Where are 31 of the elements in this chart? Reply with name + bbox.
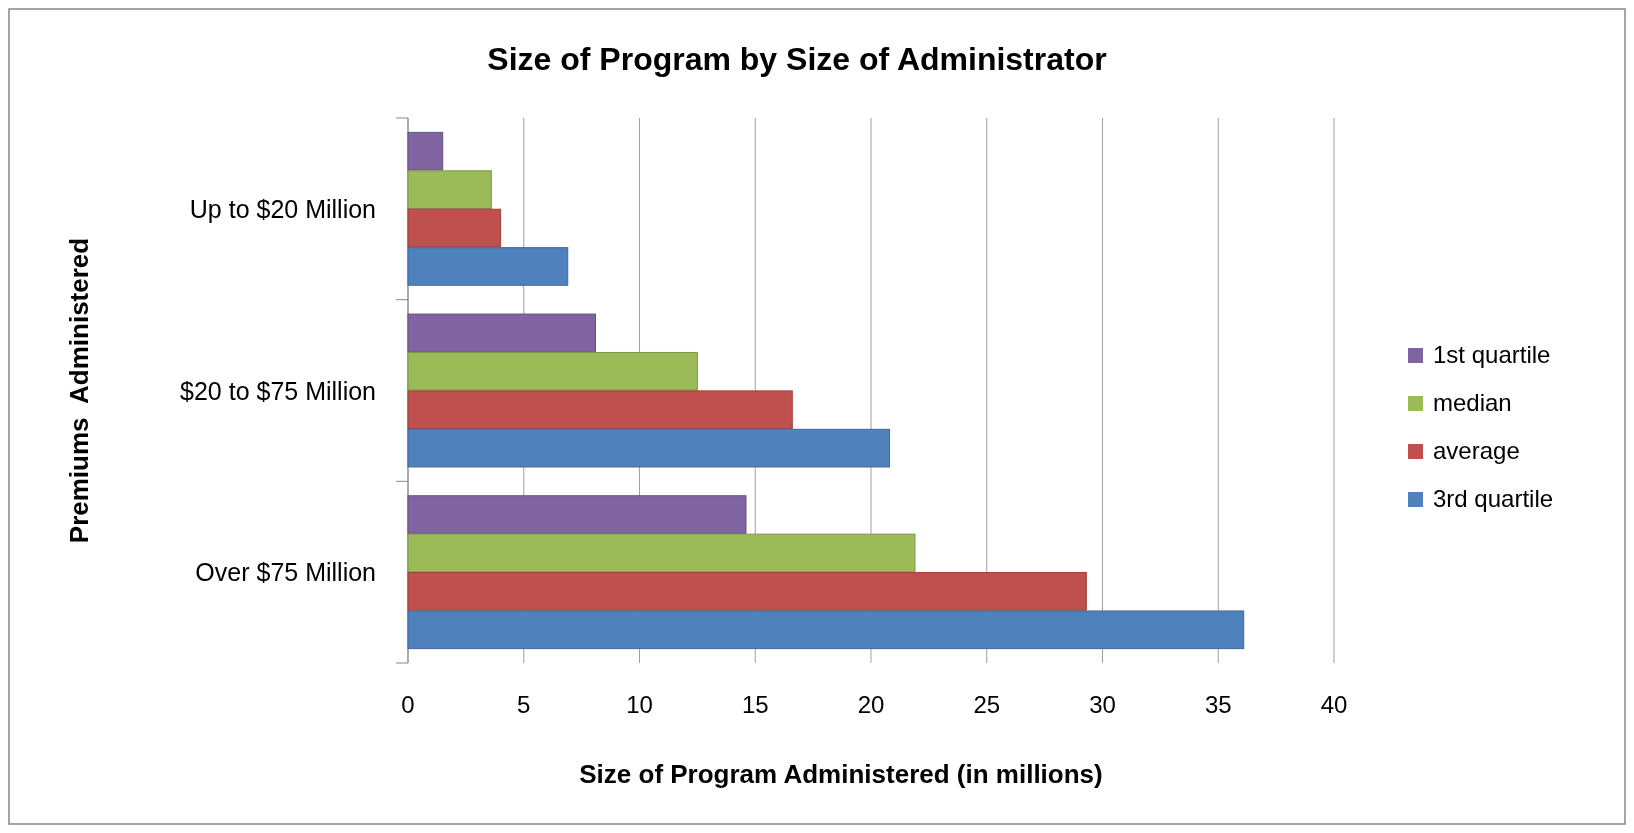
bar	[407, 610, 1245, 650]
y-axis-title: Premiums Administered	[64, 237, 94, 544]
bar	[407, 390, 793, 430]
bar	[407, 208, 502, 248]
bar	[407, 572, 1087, 611]
bar	[407, 170, 492, 209]
x-tick-label: 20	[857, 691, 885, 718]
bar	[407, 247, 569, 286]
x-tick-label: 15	[741, 691, 769, 718]
bar	[407, 313, 597, 353]
x-tick-label: 5	[517, 691, 531, 718]
legend-label: 1st quartile	[1433, 341, 1551, 368]
bar	[407, 533, 916, 573]
chart-title: Size of Program by Size of Administrator	[487, 41, 1107, 77]
y-tick-label: $20 to $75 Million	[180, 376, 376, 405]
legend-label: 3rd quartile	[1433, 485, 1554, 512]
legend-label: median	[1433, 389, 1512, 416]
x-tick-label: 40	[1320, 691, 1348, 718]
x-tick-label: 30	[1089, 691, 1116, 718]
bar	[407, 351, 698, 391]
y-tick-label: Up to $20 Million	[189, 194, 376, 223]
x-tick-label: 0	[401, 691, 415, 718]
x-tick-label: 35	[1204, 691, 1232, 718]
x-axis-title: Size of Program Administered (in millions)	[579, 759, 1103, 789]
bar	[407, 131, 444, 171]
x-tick-label: 10	[626, 691, 653, 718]
x-tick-label: 25	[973, 691, 1001, 718]
bar	[407, 495, 747, 534]
legend-label: average	[1433, 437, 1520, 464]
y-tick-label: Over $75 Million	[195, 558, 376, 587]
bar	[407, 428, 891, 468]
